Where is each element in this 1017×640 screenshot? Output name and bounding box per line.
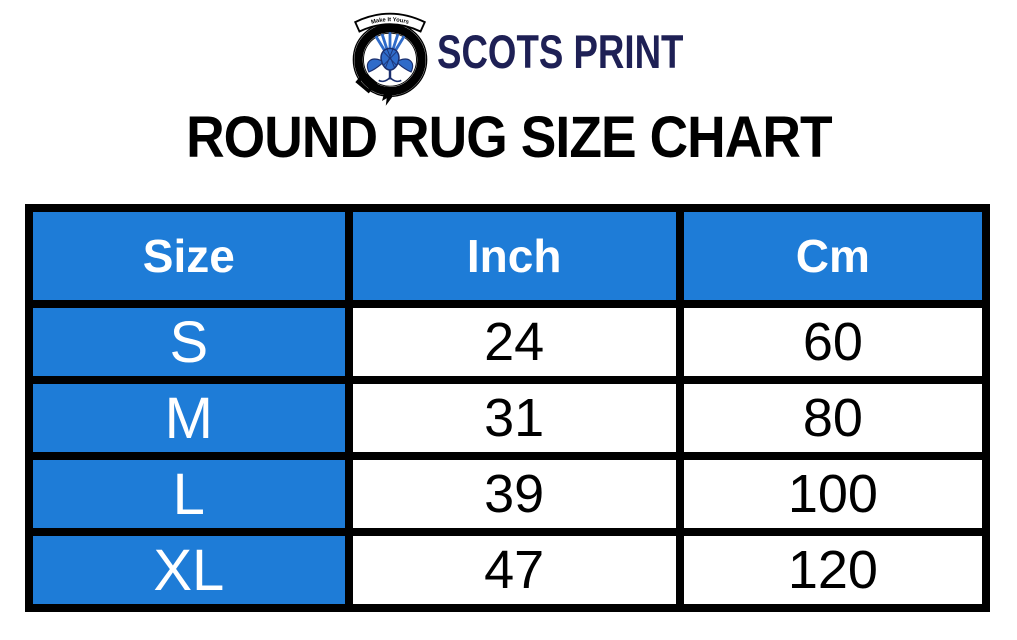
scots-print-crest-logo: Make It Yours — [352, 12, 428, 106]
size-chart-table: Size Inch Cm S 24 60 M 31 80 L 3 — [25, 204, 991, 612]
page-title: ROUND RUG SIZE CHART — [185, 105, 833, 170]
svg-text:Make It Yours: Make It Yours — [371, 17, 410, 26]
header-row: Size Inch Cm — [25, 204, 991, 308]
inch-cell: 47 — [344, 528, 684, 612]
size-cell: L — [25, 452, 353, 536]
size-chart-container: Size Inch Cm S 24 60 M 31 80 L 3 — [25, 204, 991, 612]
brand-name: SCOTS PRINT — [437, 25, 684, 78]
table-row-xl: XL 47 120 — [25, 528, 991, 612]
inch-cell: 31 — [344, 376, 684, 460]
column-header-cm: Cm — [675, 204, 991, 308]
size-cell: M — [25, 376, 353, 460]
cm-cell: 100 — [675, 452, 991, 536]
inch-cell: 39 — [344, 452, 684, 536]
cm-cell: 60 — [675, 300, 991, 384]
banner-ribbon: Make It Yours — [353, 12, 427, 33]
table-row-m: M 31 80 — [25, 376, 991, 460]
column-header-size: Size — [25, 204, 353, 308]
size-cell: XL — [25, 528, 353, 612]
cm-cell: 120 — [675, 528, 991, 612]
inch-cell: 24 — [344, 300, 684, 384]
banner-tagline: Make It Yours — [371, 17, 410, 26]
thistle-icon — [366, 31, 414, 83]
table-row-l: L 39 100 — [25, 452, 991, 536]
column-header-inch: Inch — [344, 204, 684, 308]
cm-cell: 80 — [675, 376, 991, 460]
table-row-s: S 24 60 — [25, 300, 991, 384]
belt-strap-tail-icon — [382, 88, 393, 106]
size-cell: S — [25, 300, 353, 384]
belt-buckle-icon — [355, 71, 378, 94]
